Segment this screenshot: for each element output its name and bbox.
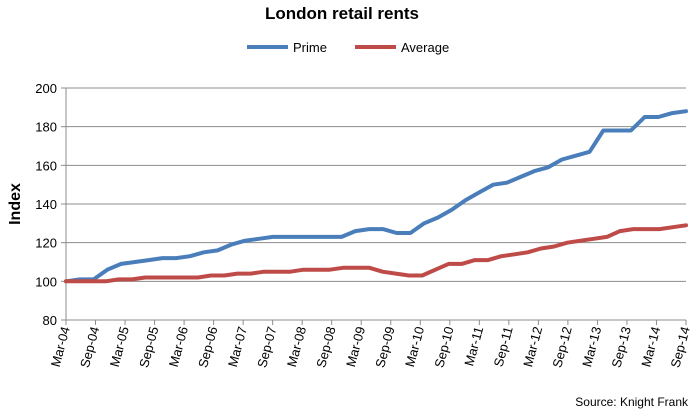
x-axis-ticks: Mar-04 Sep-04 Mar-05 Sep-05 Mar-06 Sep-06 Mar-…	[48, 320, 693, 369]
x-tick-label: Sep-07	[254, 325, 279, 369]
y-tick-label: 100	[35, 274, 57, 289]
x-tick-label: Sep-08	[313, 325, 338, 369]
source-note: Source: Knight Frank	[575, 395, 689, 409]
series-line-prime	[64, 109, 688, 284]
y-tick-label: 160	[35, 158, 57, 173]
x-tick-label: Mar-06	[166, 325, 191, 369]
x-tick-label: Mar-04	[48, 325, 73, 369]
x-tick-label: Mar-10	[402, 325, 427, 369]
x-tick-label: Sep-06	[195, 325, 220, 369]
legend: Prime Average	[247, 40, 449, 55]
x-tick-label: Mar-13	[579, 325, 604, 369]
x-tick-label: Sep-11	[491, 325, 516, 368]
y-tick-label: 80	[43, 313, 57, 328]
x-tick-label: Mar-11	[461, 325, 486, 368]
y-tick-label: 200	[35, 81, 57, 96]
x-tick-label: Mar-07	[225, 325, 250, 369]
x-tick-label: Sep-12	[549, 325, 574, 369]
y-tick-label: 120	[35, 236, 57, 251]
x-tick-label: Sep-04	[77, 325, 102, 369]
chart-title: London retail rents	[265, 4, 419, 23]
y-axis-ticks: 80 100 120 140 160 180 200	[35, 81, 66, 328]
x-tick-label: Sep-14	[668, 325, 693, 369]
x-tick-label: Sep-09	[372, 325, 397, 369]
x-tick-label: Mar-14	[638, 325, 663, 369]
gridlines	[65, 87, 686, 321]
x-tick-label: Sep-05	[136, 325, 161, 369]
y-axis-label: Index	[7, 183, 24, 225]
y-tick-label: 180	[35, 120, 57, 135]
legend-label-prime: Prime	[293, 40, 327, 55]
x-tick-label: Mar-08	[284, 325, 309, 369]
x-tick-label: Mar-05	[107, 325, 132, 369]
y-tick-label: 140	[35, 197, 57, 212]
x-tick-label: Mar-12	[520, 325, 545, 369]
series-line-average	[64, 223, 688, 284]
x-tick-label: Sep-10	[431, 325, 456, 369]
x-tick-label: Mar-09	[343, 325, 368, 369]
x-tick-label: Sep-13	[609, 325, 634, 369]
data-series	[64, 109, 688, 284]
legend-label-average: Average	[401, 40, 449, 55]
